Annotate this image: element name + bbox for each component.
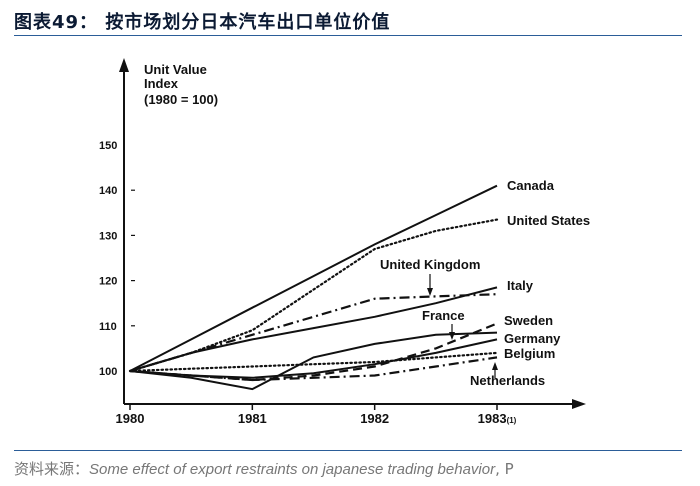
- series-label-united-kingdom: United Kingdom: [380, 257, 480, 272]
- source-label: 资料来源：: [14, 460, 90, 478]
- chart-labels: Canada United States United Kingdom Italy Fr…: [380, 178, 590, 388]
- series-label-germany: Germany: [504, 331, 561, 346]
- series-label-united-states: United States: [507, 213, 590, 228]
- y-tick-label: 100: [99, 366, 117, 378]
- source-note: 资料来源：Some effect of export restraints on…: [14, 458, 514, 479]
- x-tick-label: 1980: [116, 411, 145, 426]
- series-line-united-kingdom: [129, 293, 498, 373]
- y-axis-label-line: Unit Value: [144, 62, 207, 77]
- y-tick-label: 110: [99, 321, 117, 333]
- france-pointer-head: [449, 332, 455, 340]
- figure-title: 图表49： 按市场划分日本汽车出口单位价值: [14, 12, 391, 33]
- x-axis-arrow: [572, 399, 586, 409]
- y-tick-label: 120: [99, 276, 117, 288]
- series-line-netherlands: [129, 356, 498, 382]
- series-label-canada: Canada: [507, 178, 555, 193]
- chart-series: [128, 184, 499, 391]
- series-label-belgium: Belgium: [504, 346, 555, 361]
- source-text: Some effect of export restraints on japa…: [89, 461, 496, 478]
- series-line-belgium: [128, 351, 499, 373]
- y-tick-label: 150: [99, 140, 117, 152]
- x-tick-label: 1982: [360, 411, 389, 426]
- title-divider: [14, 35, 682, 36]
- series-label-netherlands: Netherlands: [470, 373, 545, 388]
- y-axis-label-line: Index: [144, 76, 179, 91]
- series-line-italy: [129, 286, 498, 372]
- series-line-france: [129, 331, 498, 391]
- series-label-sweden: Sweden: [504, 313, 553, 328]
- series-label-france: France: [422, 308, 465, 323]
- x-tick-label: 1983(1): [478, 411, 517, 426]
- y-tick-label: 140: [99, 185, 117, 197]
- series-line-canada: [129, 184, 498, 372]
- x-tick-footnote: (1): [507, 416, 517, 425]
- series-label-italy: Italy: [507, 278, 534, 293]
- netherlands-pointer-head: [492, 362, 498, 370]
- source-divider: [14, 450, 682, 451]
- uk-pointer-head: [427, 288, 433, 296]
- y-axis-label-line: (1980 = 100): [144, 92, 218, 107]
- source-suffix: , P: [495, 460, 514, 478]
- y-axis-arrow: [119, 58, 129, 72]
- x-tick-label: 1981: [238, 411, 267, 426]
- y-tick-label: 130: [99, 230, 117, 242]
